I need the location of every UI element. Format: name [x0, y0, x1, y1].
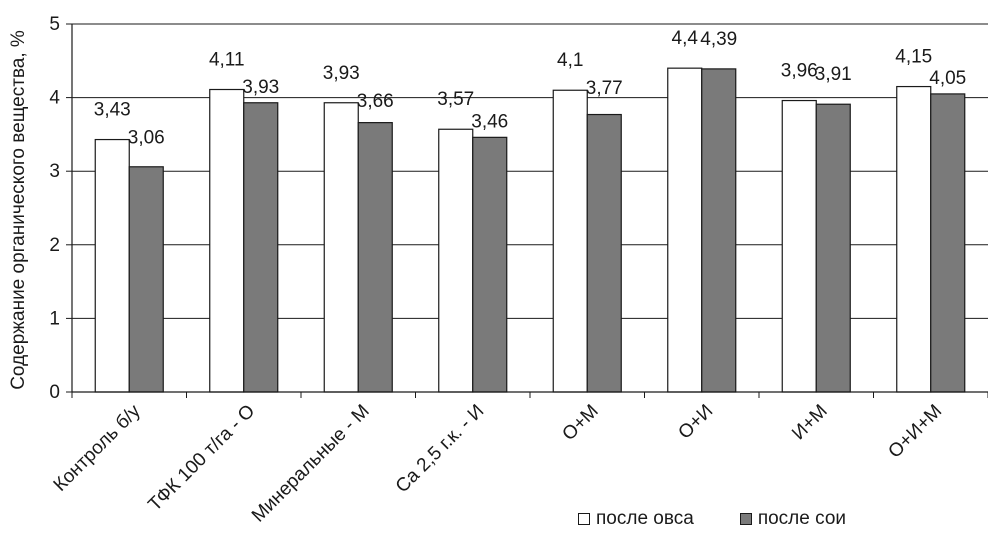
x-tick-label: ТФК 100 т/га - О — [144, 401, 259, 516]
bars — [94, 67, 966, 393]
x-tick-label: О+М — [558, 401, 602, 445]
bar-after-soy — [930, 93, 966, 393]
data-label: 3,06 — [128, 128, 165, 149]
y-tick-label: 0 — [49, 382, 60, 403]
bar-after-soy — [586, 113, 622, 393]
legend-label-soy: после сои — [757, 508, 846, 529]
bar-after-oat — [323, 102, 359, 393]
y-tick-label: 2 — [49, 235, 60, 256]
legend-swatch-oat — [578, 513, 590, 525]
data-label: 4,4 — [672, 28, 699, 49]
data-label: 3,57 — [437, 89, 474, 110]
data-label: 3,43 — [94, 100, 131, 121]
y-tick-label: 4 — [49, 88, 60, 109]
bar-after-soy — [243, 102, 279, 393]
y-axis-title: Содержание органического вещества, % — [8, 30, 29, 390]
data-label: 4,39 — [700, 29, 737, 50]
bar-after-oat — [94, 138, 130, 393]
bar-after-oat — [438, 128, 474, 393]
bar-after-oat — [781, 99, 817, 393]
data-labels: 3,43 3,06 4,11 3,93 3,93 3,66 3,573,46 4,13,77 4… — [94, 28, 966, 148]
data-label: 4,1 — [557, 50, 583, 71]
x-tick-label: О+И — [674, 401, 717, 444]
data-label: 3,66 — [357, 91, 394, 112]
data-label: 3,93 — [323, 63, 360, 84]
x-tick-label: Минеральные - М — [248, 401, 374, 527]
legend-item-soy: после сои — [739, 508, 846, 530]
data-label: 3,91 — [815, 64, 852, 85]
bar-after-soy — [472, 136, 508, 393]
bar-after-oat — [552, 89, 588, 393]
bar-after-soy — [357, 122, 393, 393]
data-label: 3,96 — [781, 61, 818, 82]
data-label: 4,15 — [895, 47, 932, 68]
y-tick-label: 3 — [49, 161, 60, 182]
legend-label-oat: после овса — [596, 508, 694, 529]
data-label: 3,46 — [471, 111, 508, 132]
legend: после овса после сои — [578, 508, 846, 530]
x-tick-label: О+И+М — [884, 401, 946, 463]
bar-after-soy — [815, 103, 851, 393]
data-label: 3,77 — [586, 78, 623, 99]
bar-after-soy — [701, 68, 737, 393]
bar-after-oat — [896, 85, 932, 393]
bar-after-soy — [128, 166, 164, 393]
bar-after-oat — [209, 88, 245, 393]
legend-item-oat: после овса — [578, 508, 694, 530]
y-tick-label: 5 — [49, 14, 60, 35]
data-label: 4,11 — [209, 50, 245, 71]
x-tick-label: И+М — [788, 401, 832, 445]
bar-after-oat — [667, 67, 703, 393]
data-label: 4,05 — [929, 68, 966, 89]
legend-swatch-soy — [739, 513, 752, 525]
x-tick-label: Контроль б/у — [50, 400, 145, 495]
x-tick-label: Са 2,5 г.к. - И — [392, 401, 489, 498]
y-tick-label: 1 — [49, 308, 60, 329]
data-label: 3,93 — [242, 77, 279, 98]
